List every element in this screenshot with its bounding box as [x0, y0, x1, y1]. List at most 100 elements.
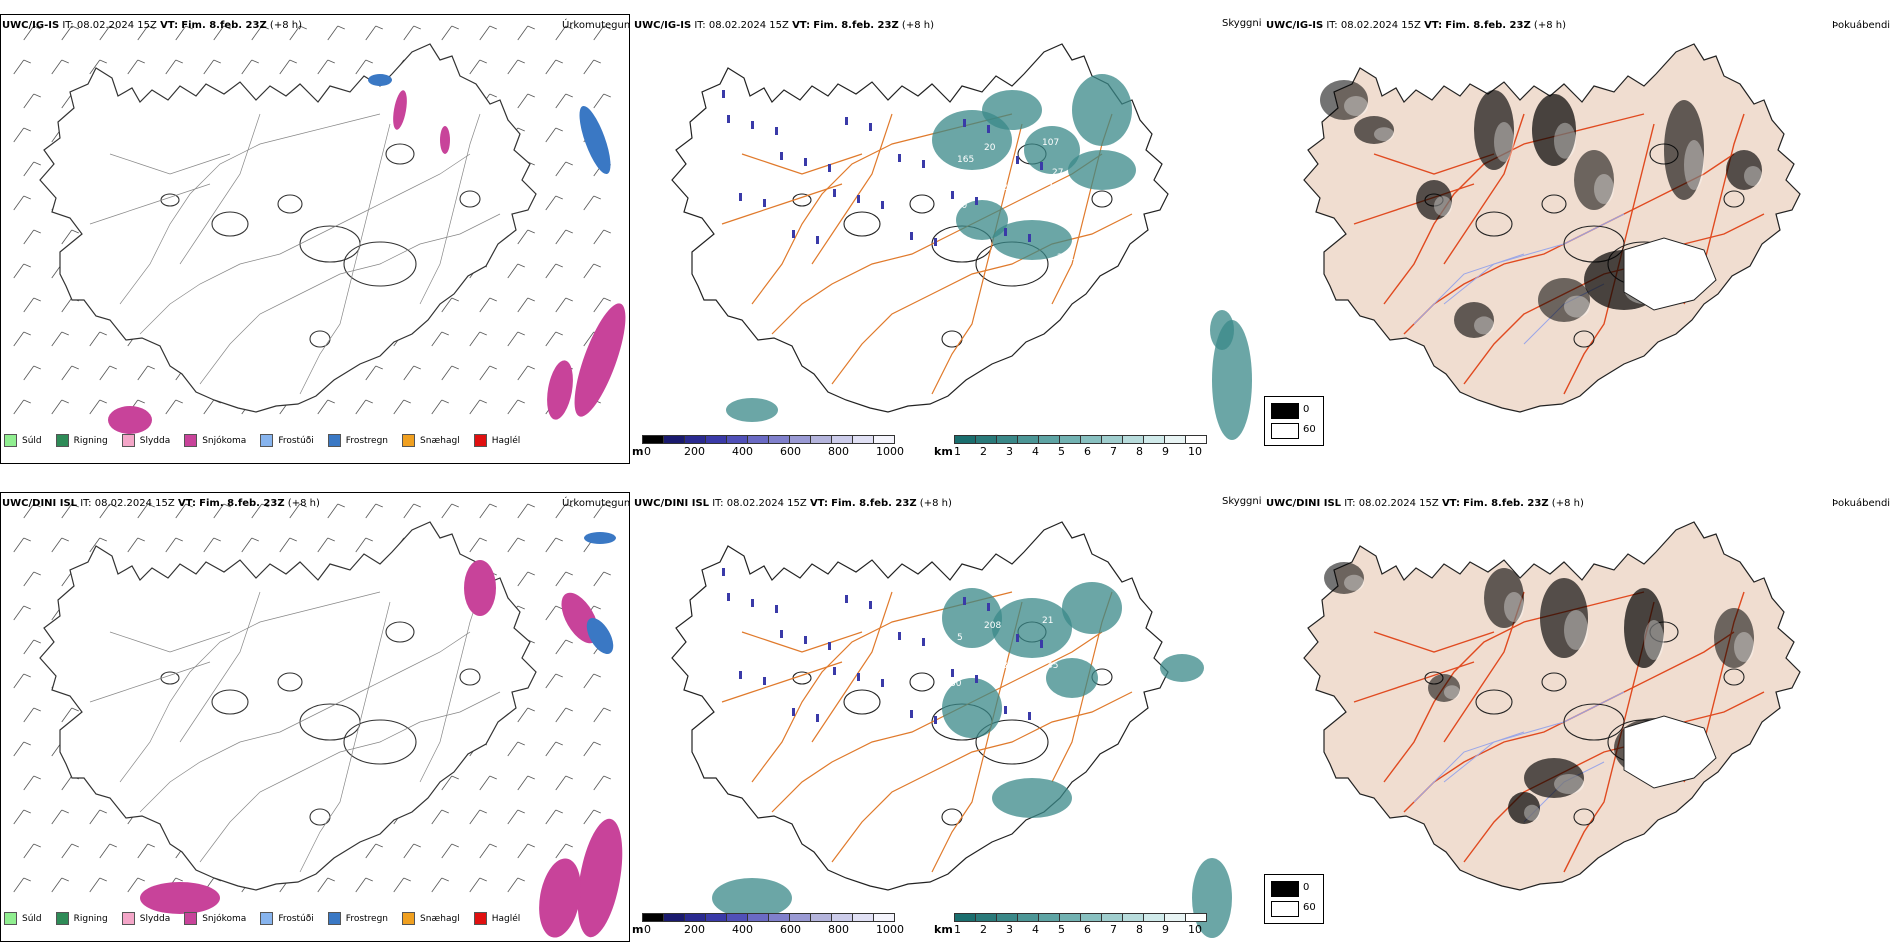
map-value-label: 20 — [984, 143, 996, 153]
panel-title: UWC/IG-IS IT: 08.02.2024 15Z VT: Fim. 8.… — [2, 20, 302, 31]
colorbar-segment — [1080, 435, 1101, 444]
colorbar-tick: 400 — [732, 923, 753, 936]
legend-swatch — [4, 912, 17, 925]
colorbar-segment — [810, 435, 831, 444]
fog-legend: 0 60 — [1264, 396, 1324, 446]
colorbar-tick: 10 — [1188, 923, 1202, 936]
field-name: Úrkomutegund — [562, 20, 630, 31]
colorbar-segment — [852, 913, 873, 922]
legend-label: Rigning — [73, 435, 108, 446]
legend-swatch — [121, 434, 135, 447]
legend-swatch — [184, 434, 198, 447]
legend-label: 0 — [1303, 882, 1310, 893]
legend-label: Snæhagl — [420, 435, 460, 446]
map-value-label: 208 — [984, 621, 1001, 631]
precip-panel-row2: UWC/DINI ISL IT: 08.02.2024 15Z VT: Fim.… — [0, 478, 630, 944]
colorbar-segment — [996, 913, 1017, 922]
field-name: Úrkomutegund — [562, 498, 630, 509]
colorbar-segment — [1164, 435, 1185, 444]
visibility-colorbar — [954, 435, 1207, 444]
colorbar-segment — [684, 913, 705, 922]
map-value-label: 30 — [950, 679, 962, 689]
legend-swatch — [473, 912, 487, 925]
legend-swatch — [260, 434, 274, 447]
map-value-label: 107 — [1042, 138, 1059, 148]
legend-item: Frostúði — [260, 912, 314, 925]
colorbar-tick: 1 — [954, 445, 961, 458]
legend-swatch — [327, 912, 341, 925]
legend-swatch — [1271, 881, 1299, 897]
legend-label: 0 — [1303, 404, 1310, 415]
legend-label: 60 — [1303, 424, 1316, 435]
legend-label: Frostúði — [278, 435, 314, 446]
colorbar-tick: 400 — [732, 445, 753, 458]
snow-areas — [140, 532, 623, 938]
legend-label: Haglél — [491, 913, 521, 924]
iceland-landmass — [39, 521, 537, 891]
legend-label: Snæhagl — [420, 913, 460, 924]
colorbar-segment — [1038, 913, 1059, 922]
colorbar-segment — [1143, 435, 1164, 444]
colorbar-tick: 4 — [1032, 445, 1039, 458]
colorbar-segment — [663, 435, 684, 444]
map-value-label: 30 — [1002, 661, 1014, 671]
legend-swatch — [1271, 423, 1299, 439]
low-visibility-areas — [726, 74, 1252, 440]
colorbar-tick: 10 — [1188, 445, 1202, 458]
colorbar-segment — [768, 913, 789, 922]
field-name: Skyggni — [1222, 496, 1262, 507]
colorbar-tick: 3 — [1006, 923, 1013, 936]
legend-label: Frostregn — [345, 435, 389, 446]
colorbar-segment — [810, 913, 831, 922]
legend-item: Snæhagl — [402, 912, 460, 925]
colorbar-segment — [996, 435, 1017, 444]
colorbar-segment — [705, 435, 726, 444]
colorbar-segment — [705, 913, 726, 922]
colorbar-segment — [1122, 435, 1143, 444]
visibility-panel-row2: 5 30 208 21 30 45 UWC/DINI ISL IT: 08.02.2024… — [632, 478, 1262, 944]
legend-swatch — [473, 434, 487, 447]
precip-map — [13, 503, 623, 938]
precip-panel-row1: UWC/IG-IS IT: 08.02.2024 15Z VT: Fim. 8.… — [0, 0, 630, 466]
panel-title: UWC/DINI ISL IT: 08.02.2024 15Z VT: Fim.… — [2, 498, 320, 509]
colorbar-unit: m — [632, 445, 644, 458]
legend-item: Haglél — [473, 912, 521, 925]
precip-legend: Súld Rigning Slydda Snjókoma Frostúði Frostre… — [4, 912, 520, 925]
map-value-label: 27 — [1052, 168, 1063, 178]
colorbar-tick: 2 — [980, 445, 987, 458]
map-value-label: 165 — [957, 155, 974, 165]
colorbar-tick: 800 — [828, 445, 849, 458]
legend-swatch — [1271, 901, 1299, 917]
legend-item: Súld — [4, 912, 42, 925]
colorbar-unit: km — [934, 445, 953, 458]
fog-map — [1303, 521, 1801, 891]
colorbar-tick: 7 — [1110, 445, 1117, 458]
legend-swatch — [4, 434, 17, 447]
legend-swatch — [402, 912, 416, 925]
legend-swatch — [327, 434, 341, 447]
colorbar-tick: 8 — [1136, 923, 1143, 936]
colorbar-tick: 1 — [954, 923, 961, 936]
legend-item: Frostregn — [327, 434, 389, 447]
legend-label: Frostregn — [345, 913, 389, 924]
legend-item: Snjókoma — [184, 434, 246, 447]
fog-index-areas — [1324, 562, 1754, 824]
cloud-base-spots — [722, 568, 1043, 724]
colorbar-tick: 5 — [1058, 445, 1065, 458]
colorbar-tick: 800 — [828, 923, 849, 936]
colorbar-segment — [831, 913, 852, 922]
colorbar-segment — [1080, 913, 1101, 922]
colorbar-segment — [954, 435, 975, 444]
precip-frame — [0, 492, 630, 942]
colorbar-tick: 1000 — [876, 445, 904, 458]
map-value-label: 24 — [1002, 183, 1014, 193]
colorbar-segment — [1122, 913, 1143, 922]
panel-title: UWC/IG-IS IT: 08.02.2024 15Z VT: Fim. 8.… — [634, 20, 934, 31]
colorbar-segment — [831, 435, 852, 444]
precip-frame — [0, 14, 630, 464]
colorbar-segment — [873, 913, 895, 922]
legend-item: Rigning — [55, 434, 108, 447]
panel-title: UWC/DINI ISL IT: 08.02.2024 15Z VT: Fim.… — [634, 498, 952, 509]
colorbar-segment — [1143, 913, 1164, 922]
